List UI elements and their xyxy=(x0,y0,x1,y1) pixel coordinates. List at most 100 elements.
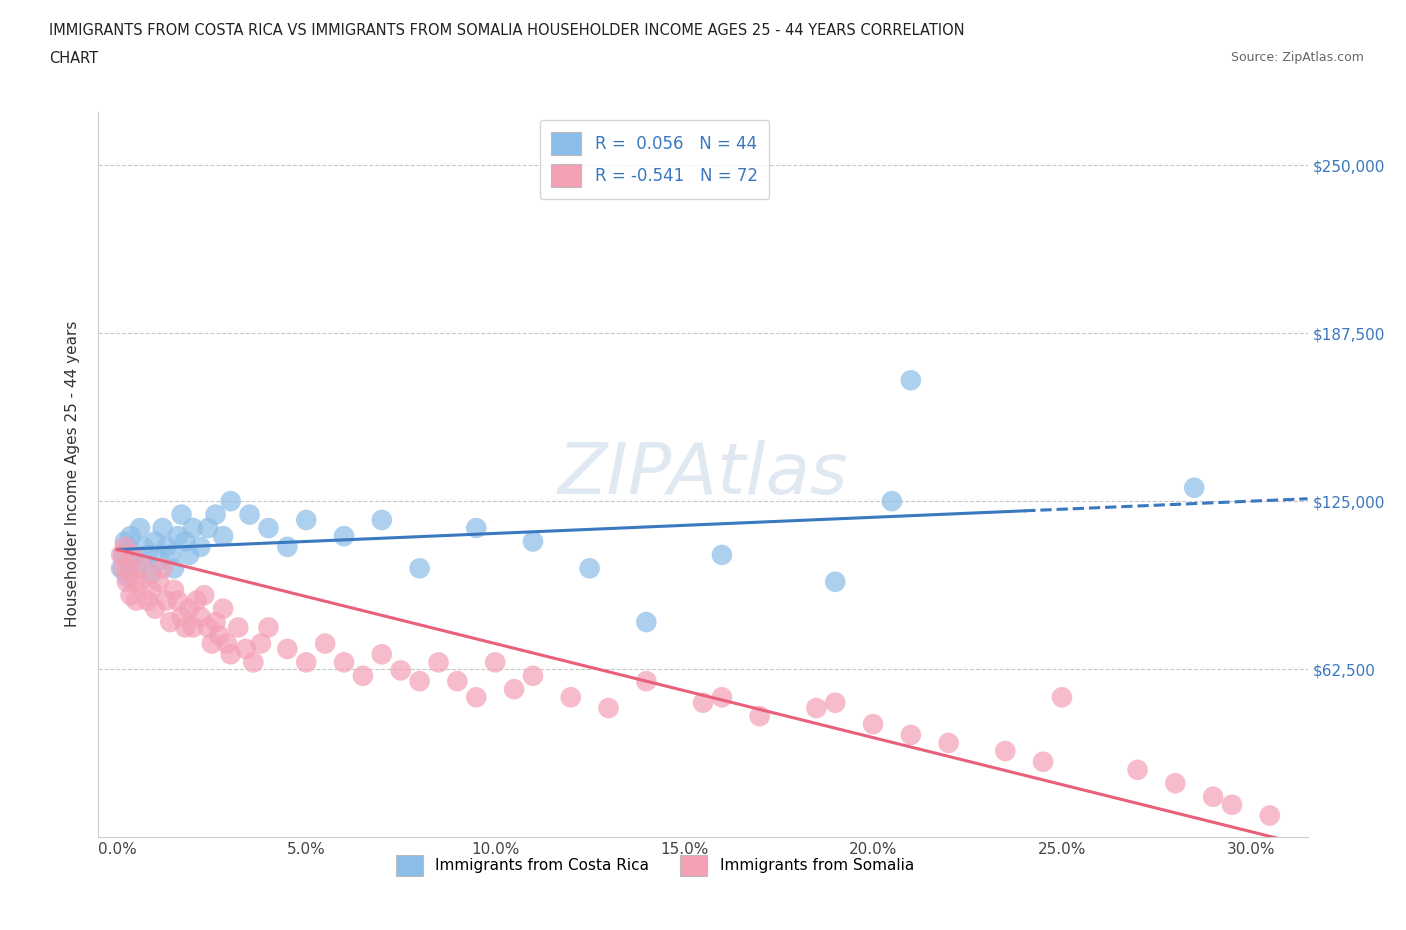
Point xyxy=(129,575,152,590)
Point xyxy=(219,647,242,662)
Point xyxy=(314,636,336,651)
Point xyxy=(560,690,582,705)
Point xyxy=(239,507,262,522)
Point xyxy=(408,673,430,688)
Point xyxy=(446,673,468,688)
Point xyxy=(257,620,280,635)
Point xyxy=(295,655,318,670)
Point xyxy=(201,636,224,651)
Point xyxy=(170,507,193,522)
Point xyxy=(257,521,280,536)
Point xyxy=(333,528,356,543)
Point xyxy=(111,548,134,563)
Point xyxy=(242,655,264,670)
Point xyxy=(710,690,733,705)
Point xyxy=(197,521,219,536)
Point xyxy=(1220,797,1243,812)
Point xyxy=(692,696,714,711)
Point xyxy=(121,548,143,563)
Point xyxy=(136,548,159,563)
Point xyxy=(124,575,146,590)
Point xyxy=(159,615,181,630)
Point xyxy=(636,615,658,630)
Point xyxy=(219,494,242,509)
Point xyxy=(148,575,170,590)
Point xyxy=(352,669,374,684)
Text: IMMIGRANTS FROM COSTA RICA VS IMMIGRANTS FROM SOMALIA HOUSEHOLDER INCOME AGES 25: IMMIGRANTS FROM COSTA RICA VS IMMIGRANTS… xyxy=(49,23,965,38)
Point xyxy=(136,593,159,608)
Point xyxy=(204,507,226,522)
Point xyxy=(125,561,148,576)
Point xyxy=(880,494,903,509)
Point xyxy=(174,534,197,549)
Point xyxy=(276,642,298,657)
Point xyxy=(120,528,142,543)
Point xyxy=(215,636,238,651)
Point xyxy=(166,528,188,543)
Point xyxy=(152,561,174,576)
Point xyxy=(710,548,733,563)
Point xyxy=(143,534,166,549)
Point xyxy=(141,582,163,597)
Point xyxy=(1182,480,1205,495)
Point xyxy=(114,539,136,554)
Point xyxy=(174,620,197,635)
Point xyxy=(465,690,488,705)
Point xyxy=(125,593,148,608)
Point xyxy=(143,601,166,616)
Point xyxy=(806,700,828,715)
Point xyxy=(250,636,273,651)
Y-axis label: Householder Income Ages 25 - 44 years: Householder Income Ages 25 - 44 years xyxy=(65,321,80,628)
Legend: Immigrants from Costa Rica, Immigrants from Somalia: Immigrants from Costa Rica, Immigrants f… xyxy=(388,847,921,884)
Point xyxy=(748,709,770,724)
Point xyxy=(1164,776,1187,790)
Point xyxy=(118,539,141,554)
Point xyxy=(212,601,235,616)
Point xyxy=(163,582,186,597)
Point xyxy=(636,673,658,688)
Point xyxy=(484,655,506,670)
Point xyxy=(166,593,188,608)
Point xyxy=(155,539,177,554)
Point xyxy=(204,615,226,630)
Point xyxy=(120,588,142,603)
Point xyxy=(141,566,163,581)
Point xyxy=(824,575,846,590)
Point xyxy=(179,601,201,616)
Point xyxy=(110,548,132,563)
Point xyxy=(276,539,298,554)
Point xyxy=(295,512,318,527)
Point xyxy=(824,696,846,711)
Point xyxy=(170,609,193,624)
Point xyxy=(155,593,177,608)
Point xyxy=(862,717,884,732)
Point xyxy=(159,548,181,563)
Point xyxy=(1032,754,1054,769)
Point xyxy=(938,736,960,751)
Point xyxy=(900,727,922,742)
Point xyxy=(208,628,231,643)
Point xyxy=(333,655,356,670)
Point xyxy=(111,561,134,576)
Point xyxy=(190,609,212,624)
Point xyxy=(900,373,922,388)
Text: CHART: CHART xyxy=(49,51,98,66)
Point xyxy=(197,620,219,635)
Point xyxy=(132,539,155,554)
Point xyxy=(994,744,1017,759)
Point xyxy=(1202,790,1225,804)
Point xyxy=(1258,808,1281,823)
Point xyxy=(578,561,600,576)
Point xyxy=(465,521,488,536)
Point xyxy=(118,561,141,576)
Point xyxy=(148,552,170,567)
Point xyxy=(1050,690,1073,705)
Point xyxy=(132,561,155,576)
Point xyxy=(190,539,212,554)
Point xyxy=(179,548,201,563)
Text: ZIPAtlas: ZIPAtlas xyxy=(558,440,848,509)
Point xyxy=(186,593,208,608)
Point xyxy=(226,620,249,635)
Point xyxy=(503,682,526,697)
Point xyxy=(371,512,394,527)
